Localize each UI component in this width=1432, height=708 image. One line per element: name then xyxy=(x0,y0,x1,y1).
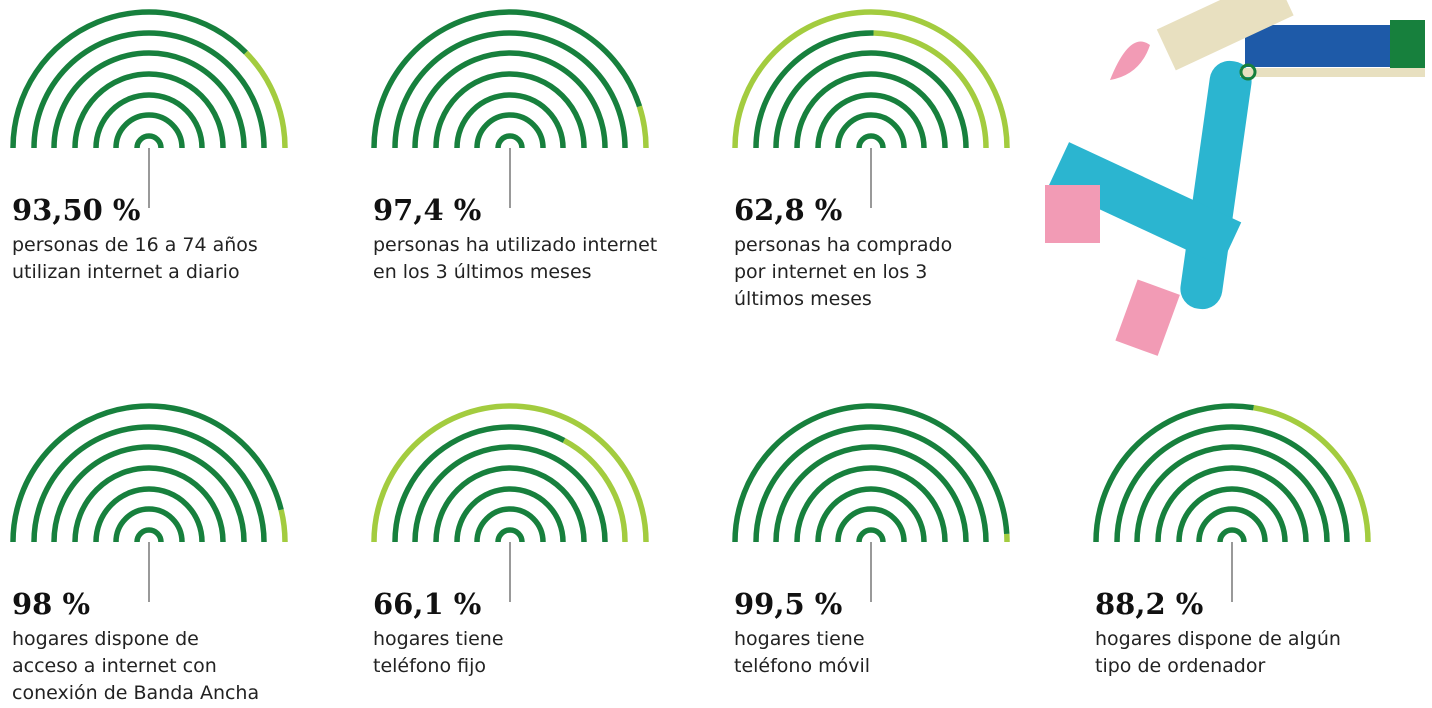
gauge-track xyxy=(371,403,649,543)
gauge-track xyxy=(243,50,288,149)
gauge-arc xyxy=(433,71,587,149)
gauge-track xyxy=(873,30,989,149)
description: hogares dispone de xyxy=(12,628,199,650)
gauge-arc xyxy=(113,112,185,149)
gauge-arc xyxy=(732,403,1010,543)
gauge-arc xyxy=(93,486,205,543)
gauge-arc xyxy=(835,506,907,543)
value-label: 93,50 % xyxy=(12,193,140,227)
gauge-arc xyxy=(835,112,907,149)
description: teléfono móvil xyxy=(734,655,870,677)
description: hogares dispone de algún xyxy=(1095,628,1341,650)
gauge-arc xyxy=(31,424,267,543)
illustration xyxy=(1045,0,1425,356)
gauge-arc xyxy=(433,465,587,543)
gauge-arc xyxy=(51,50,247,149)
description: acceso a internet con xyxy=(12,655,217,677)
gauge-arc xyxy=(794,465,948,543)
description: personas ha utilizado internet xyxy=(373,234,657,256)
gauge-arc xyxy=(134,133,164,149)
description: hogares tiene xyxy=(373,628,504,650)
value-label: 99,5 % xyxy=(734,587,842,621)
gauge-arc xyxy=(1155,465,1309,543)
gauge-arc xyxy=(392,30,628,149)
gauge-arc xyxy=(454,92,566,149)
gauge-track xyxy=(636,105,649,149)
gauge-arc xyxy=(31,30,267,149)
gauge-arc xyxy=(1196,506,1268,543)
gauge-arc xyxy=(10,403,284,543)
value-label: 98 % xyxy=(12,587,90,621)
gauge-arc xyxy=(794,71,948,149)
description: personas ha comprado xyxy=(734,234,952,256)
gauge-arc xyxy=(454,486,566,543)
gauge-arc xyxy=(753,30,874,149)
description: personas de 16 a 74 años xyxy=(12,234,258,256)
gauge-arc xyxy=(72,71,226,149)
gauge-arc xyxy=(371,9,643,149)
gauge-arc xyxy=(474,506,546,543)
gauge-arc xyxy=(773,50,969,149)
gauge-arc xyxy=(815,92,927,149)
gauge-arc xyxy=(51,444,247,543)
gauge-arc xyxy=(412,444,608,543)
gauge-arc xyxy=(495,527,525,543)
gauge-arc xyxy=(113,506,185,543)
gauge-arc xyxy=(856,527,886,543)
value-label: 62,8 % xyxy=(734,193,842,227)
gauge-arc xyxy=(753,424,989,543)
value-label: 88,2 % xyxy=(1095,587,1203,621)
gauge-arc xyxy=(1134,444,1330,543)
gauge-arc xyxy=(1176,486,1288,543)
gauge-arc xyxy=(1093,403,1254,543)
description: últimos meses xyxy=(734,288,872,310)
gauge-track xyxy=(1253,404,1371,543)
description: en los 3 últimos meses xyxy=(373,261,592,283)
gauge-arc xyxy=(392,424,566,543)
gauge-arc xyxy=(10,9,248,149)
gauge-arc xyxy=(93,92,205,149)
gauge-arc xyxy=(1114,424,1350,543)
gauge-arc xyxy=(495,133,525,149)
gauge-arc xyxy=(134,527,164,543)
gauge-track xyxy=(562,438,628,543)
description: conexión de Banda Ancha xyxy=(12,682,259,704)
description: por internet en los 3 xyxy=(734,261,927,283)
description: teléfono fijo xyxy=(373,655,486,677)
value-label: 97,4 % xyxy=(373,193,481,227)
description: hogares tiene xyxy=(734,628,865,650)
description: tipo de ordenador xyxy=(1095,655,1265,677)
gauge-arc xyxy=(412,50,608,149)
gauge-arc xyxy=(474,112,546,149)
gauge-track xyxy=(732,9,1010,149)
gauge-arc xyxy=(773,444,969,543)
gauge-arc xyxy=(1217,527,1247,543)
gauge-arc xyxy=(815,486,927,543)
gauge-arc xyxy=(856,133,886,149)
value-label: 66,1 % xyxy=(373,587,481,621)
description: utilizan internet a diario xyxy=(12,261,240,283)
gauge-track xyxy=(278,509,288,543)
gauge-arc xyxy=(72,465,226,543)
